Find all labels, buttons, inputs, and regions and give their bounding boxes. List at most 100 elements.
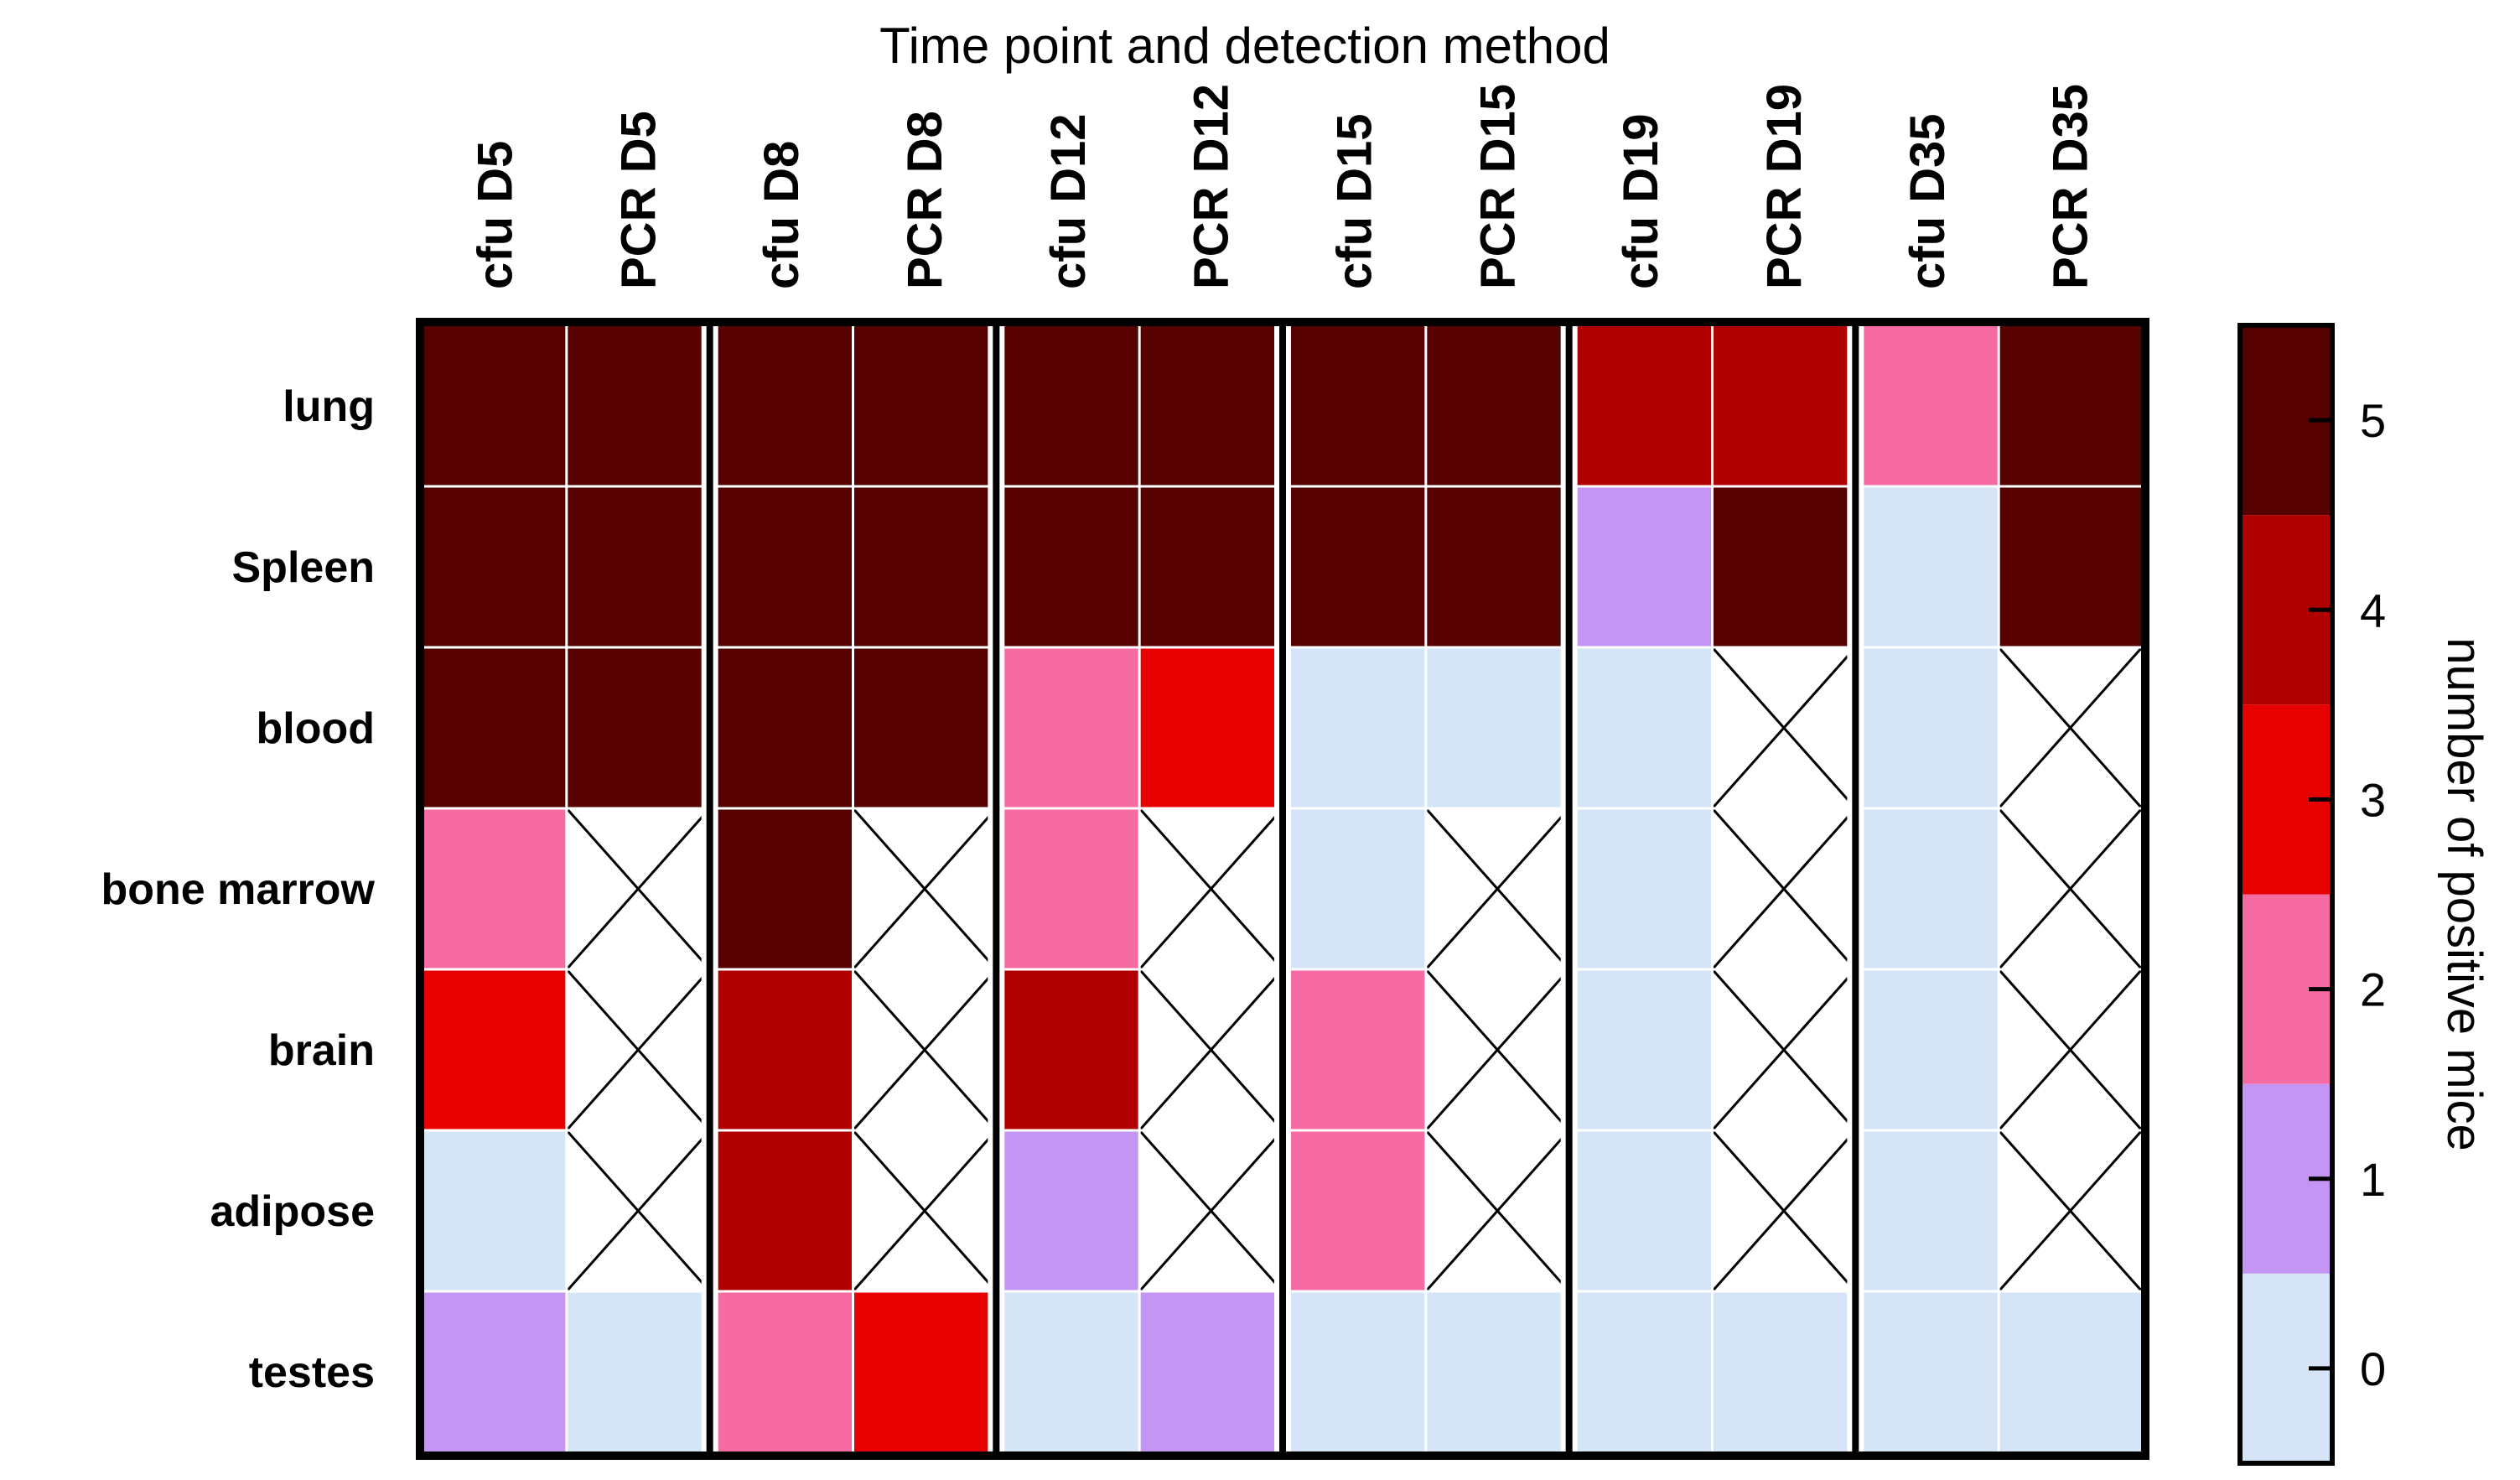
heatmap-cell-spleen-pcr-d19 xyxy=(1712,486,1856,647)
column-label-cfu-d35: cfu D35 xyxy=(1900,113,1955,289)
heatmap-cell-lung-cfu-d15 xyxy=(1283,325,1426,486)
heatmap-cell-spleen-cfu-d35 xyxy=(1855,486,1999,647)
heatmap-cell-blood-cfu-d5 xyxy=(423,647,567,808)
missing-marker-line xyxy=(1138,968,1284,1131)
chart-title: Time point and detection method xyxy=(879,18,1610,74)
heatmap-cell-blood-cfu-d35 xyxy=(1855,647,1999,808)
missing-marker-blood-pcr-d35 xyxy=(1998,647,2144,809)
row-label-spleen: Spleen xyxy=(232,543,376,592)
heatmap-cell-spleen-cfu-d15 xyxy=(1283,486,1426,647)
heatmap-cell-testes-cfu-d8 xyxy=(709,1291,853,1452)
missing-marker-bone-marrow-pcr-d8 xyxy=(852,808,998,970)
heatmap-cell-testes-pcr-d35 xyxy=(1999,1291,2142,1452)
missing-marker-line xyxy=(565,808,711,970)
missing-marker-brain-pcr-d12 xyxy=(1138,968,1284,1131)
heatmap-cell-blood-cfu-d15 xyxy=(1283,647,1426,808)
heatmap-cell-spleen-cfu-d8 xyxy=(709,486,853,647)
missing-marker-line xyxy=(1424,808,1570,970)
missing-marker-adipose-pcr-d12 xyxy=(1138,1129,1284,1292)
column-label-cfu-d8: cfu D8 xyxy=(754,141,809,289)
missing-marker-line xyxy=(852,968,998,1131)
heatmap-cell-bone-marrow-cfu-d35 xyxy=(1855,808,1999,969)
colorbar: 0 1 2 3 4 5 xyxy=(2237,323,2386,1466)
missing-marker-line xyxy=(1711,1129,1857,1292)
heatmap-cell-lung-pcr-d12 xyxy=(1139,325,1283,486)
column-label-pcr-d19: PCR D19 xyxy=(1757,84,1812,289)
missing-marker-adipose-pcr-d5 xyxy=(565,1129,711,1292)
missing-marker-line xyxy=(1711,808,1857,970)
colorbar-frame xyxy=(2237,323,2335,1466)
missing-marker-line xyxy=(1424,1129,1570,1292)
heatmap-cell-adipose-cfu-d15 xyxy=(1283,1130,1426,1291)
missing-marker-adipose-pcr-d35 xyxy=(1998,1129,2144,1292)
heatmap-cell-bone-marrow-cfu-d8 xyxy=(709,808,853,969)
heatmap-cell-blood-cfu-d8 xyxy=(709,647,853,808)
missing-marker-line xyxy=(565,968,711,1131)
heatmap-cell-brain-cfu-d19 xyxy=(1569,969,1713,1130)
heatmap-cell-testes-pcr-d12 xyxy=(1139,1291,1283,1452)
missing-marker-bone-marrow-pcr-d35 xyxy=(1998,808,2144,970)
heatmap-cell-spleen-pcr-d8 xyxy=(853,486,997,647)
colorbar-tick-label-5: 5 xyxy=(2360,394,2386,447)
heatmap-cell-spleen-pcr-d5 xyxy=(566,486,710,647)
heatmap-cells xyxy=(423,325,2144,1452)
row-labels: lung Spleen blood bone marrow brain adipose te… xyxy=(101,382,376,1397)
heatmap-cell-spleen-cfu-d12 xyxy=(996,486,1140,647)
colorbar-tick-label-3: 3 xyxy=(2360,773,2386,826)
heatmap-cell-adipose-cfu-d12 xyxy=(996,1130,1140,1291)
column-label-pcr-d35: PCR D35 xyxy=(2044,84,2098,289)
missing-marker-line xyxy=(1711,968,1857,1131)
missing-marker-bone-marrow-pcr-d12 xyxy=(1138,808,1284,970)
missing-marker-line xyxy=(852,808,998,970)
heatmap-cell-testes-pcr-d15 xyxy=(1425,1291,1569,1452)
heatmap-cell-lung-pcr-d5 xyxy=(566,325,710,486)
heatmap-cell-lung-cfu-d12 xyxy=(996,325,1140,486)
heatmap-cell-brain-cfu-d12 xyxy=(996,969,1140,1130)
heatmap-cell-lung-cfu-d19 xyxy=(1569,325,1713,486)
heatmap-cell-adipose-cfu-d35 xyxy=(1855,1130,1999,1291)
heatmap-cell-spleen-pcr-d12 xyxy=(1139,486,1283,647)
plot-frame xyxy=(416,318,2149,1460)
group-separators xyxy=(701,325,1864,1452)
missing-marker-line xyxy=(1138,808,1284,970)
missing-marker-line xyxy=(852,1129,998,1292)
heatmap-cell-lung-pcr-d35 xyxy=(1999,325,2142,486)
heatmap-cell-spleen-cfu-d5 xyxy=(423,486,567,647)
heatmap-cell-blood-cfu-d12 xyxy=(996,647,1140,808)
heatmap-cell-testes-cfu-d35 xyxy=(1855,1291,1999,1452)
missing-marker-adipose-pcr-d15 xyxy=(1424,1129,1570,1292)
row-label-lung: lung xyxy=(283,382,375,431)
heatmap-cell-blood-pcr-d8 xyxy=(853,647,997,808)
heatmap-cell-testes-pcr-d8 xyxy=(853,1291,997,1452)
row-label-adipose: adipose xyxy=(210,1187,376,1236)
row-label-blood: blood xyxy=(256,704,375,753)
heatmap-cell-brain-cfu-d35 xyxy=(1855,969,1999,1130)
heatmap-cell-blood-cfu-d19 xyxy=(1569,647,1713,808)
heatmap-cell-lung-pcr-d19 xyxy=(1712,325,1856,486)
heatmap-cell-testes-cfu-d12 xyxy=(996,1291,1140,1452)
heatmap-cell-bone-marrow-cfu-d15 xyxy=(1283,808,1426,969)
missing-marker-brain-pcr-d19 xyxy=(1711,968,1857,1131)
heatmap-cell-testes-cfu-d19 xyxy=(1569,1291,1713,1452)
missing-marker-line xyxy=(1711,647,1857,809)
colorbar-tick-label-0: 0 xyxy=(2360,1342,2386,1395)
heatmap-cell-lung-cfu-d8 xyxy=(709,325,853,486)
missing-marker-line xyxy=(1998,1129,2144,1292)
heatmap-cell-adipose-cfu-d5 xyxy=(423,1130,567,1291)
column-label-cfu-d5: cfu D5 xyxy=(468,141,522,289)
heatmap-cell-bone-marrow-cfu-d19 xyxy=(1569,808,1713,969)
heatmap-cell-testes-pcr-d5 xyxy=(566,1291,710,1452)
missing-marker-adipose-pcr-d8 xyxy=(852,1129,998,1292)
heatmap-cell-testes-pcr-d19 xyxy=(1712,1291,1856,1452)
heatmap-cell-brain-cfu-d5 xyxy=(423,969,567,1130)
heatmap-cell-testes-cfu-d15 xyxy=(1283,1291,1426,1452)
missing-marker-brain-pcr-d15 xyxy=(1424,968,1570,1131)
missing-marker-brain-pcr-d5 xyxy=(565,968,711,1131)
colorbar-tick-label-2: 2 xyxy=(2360,963,2386,1016)
column-label-cfu-d15: cfu D15 xyxy=(1327,113,1382,289)
colorbar-tick-label-4: 4 xyxy=(2360,584,2386,636)
missing-marker-bone-marrow-pcr-d15 xyxy=(1424,808,1570,970)
heatmap-cell-adipose-cfu-d19 xyxy=(1569,1130,1713,1291)
column-label-pcr-d5: PCR D5 xyxy=(611,111,666,289)
